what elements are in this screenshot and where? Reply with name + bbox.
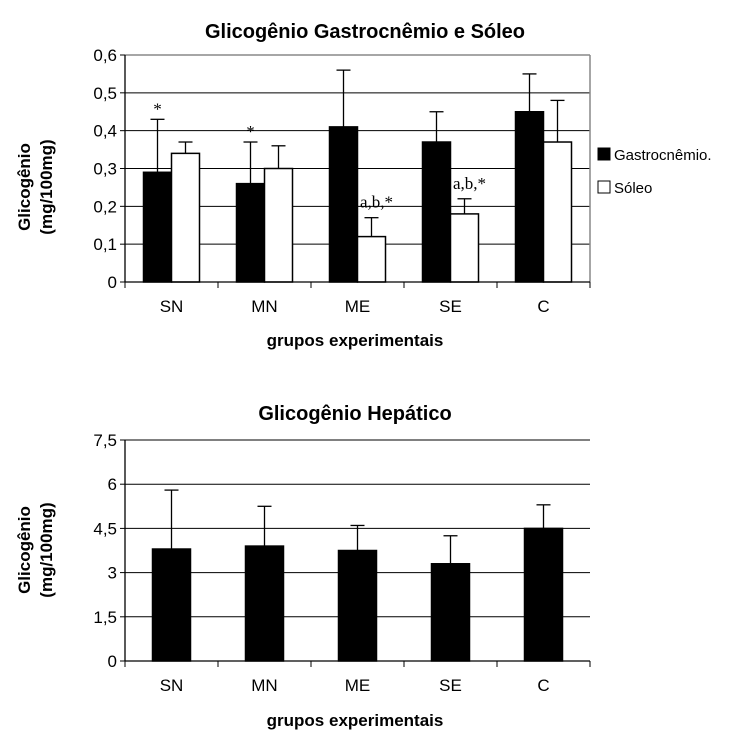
y-tick-label: 1,5 [93, 608, 117, 627]
bar-soleo-mn [263, 167, 294, 283]
glycogen-hepatic-chart: Glicogênio Hepático Glicogênio (mg/100mg… [15, 403, 591, 730]
y-tick-label: 0,5 [93, 84, 117, 103]
y-tick-label: 0 [108, 652, 117, 671]
x-tick-label-se: SE [439, 297, 462, 316]
y-tick-label: 0,6 [93, 46, 117, 65]
annotation-sn: * [153, 99, 162, 118]
y-axis-title: Glicogênio (mg/100mg) [15, 139, 56, 234]
x-tick-labels: SN MN ME SE C [160, 297, 550, 316]
annotation-me: a,b,* [360, 193, 393, 212]
x-tick-label-se: SE [439, 676, 462, 695]
bars [142, 69, 573, 283]
y-tick-labels: 0 0,1 0,2 0,3 0,4 0,5 0,6 [93, 46, 117, 292]
y-tick-label: 4,5 [93, 519, 117, 538]
glycogen-muscle-chart: Glicogênio Gastrocnêmio e Sóleo Glicogên… [15, 21, 712, 350]
chart-title: Glicogênio Hepático [258, 403, 451, 425]
y-tick-label: 0,3 [93, 160, 117, 179]
annotation-se: a,b,* [453, 174, 486, 193]
bar-gastrocnemio-mn [235, 182, 266, 283]
bar-value-mn [244, 545, 285, 662]
y-axis-title-line1: Glicogênio [15, 506, 34, 594]
legend-label-soleo: Sóleo [614, 180, 652, 197]
legend-swatch-soleo [597, 180, 611, 194]
x-tick-label-me: ME [345, 676, 371, 695]
y-tick-labels: 0 1,5 3 4,5 6 7,5 [93, 431, 117, 671]
y-tick-label: 3 [108, 564, 117, 583]
y-tick-label: 0,2 [93, 197, 117, 216]
x-axis-title: grupos experimentais [267, 331, 444, 350]
legend-label-gastrocnemio: Gastrocnêmio. [614, 147, 712, 164]
bar-soleo-c [542, 141, 573, 283]
bar-value-c [523, 527, 564, 662]
bar-soleo-me [356, 235, 387, 283]
y-axis-title-line1: Glicogênio [15, 143, 34, 231]
x-tick-label-sn: SN [160, 676, 184, 695]
annotation-mn: * [246, 122, 255, 141]
legend-swatch-gastrocnemio [597, 147, 611, 161]
axes [120, 54, 591, 288]
y-tick-label: 7,5 [93, 431, 117, 450]
y-axis-title-line2: (mg/100mg) [37, 139, 56, 234]
bar-gastrocnemio-sn [142, 171, 173, 283]
bar-gastrocnemio-c [514, 111, 545, 283]
bars [151, 489, 564, 662]
x-tick-label-c: C [537, 297, 549, 316]
y-tick-label: 0 [108, 273, 117, 292]
y-axis-title: Glicogênio (mg/100mg) [15, 502, 56, 597]
y-tick-label: 0,4 [93, 122, 117, 141]
bar-value-sn [151, 548, 192, 662]
significance-annotations: * * a,b,* a,b,* [153, 99, 486, 211]
bar-soleo-se [449, 213, 480, 283]
x-tick-label-sn: SN [160, 297, 184, 316]
x-tick-label-mn: MN [251, 297, 277, 316]
bar-value-se [430, 563, 471, 662]
y-tick-label: 6 [108, 475, 117, 494]
x-axis-title: grupos experimentais [267, 711, 444, 730]
y-tick-label: 0,1 [93, 235, 117, 254]
x-tick-labels: SN MN ME SE C [160, 676, 550, 695]
bar-gastrocnemio-se [421, 141, 452, 283]
legend: Gastrocnêmio. Sóleo [597, 147, 712, 197]
y-axis-title-line2: (mg/100mg) [37, 502, 56, 597]
x-tick-label-me: ME [345, 297, 371, 316]
bar-gastrocnemio-me [328, 126, 359, 283]
bar-value-me [337, 549, 378, 662]
x-tick-label-c: C [537, 676, 549, 695]
x-tick-label-mn: MN [251, 676, 277, 695]
axes [120, 439, 591, 667]
chart-title: Glicogênio Gastrocnêmio e Sóleo [205, 21, 525, 43]
bar-soleo-sn [170, 152, 201, 283]
